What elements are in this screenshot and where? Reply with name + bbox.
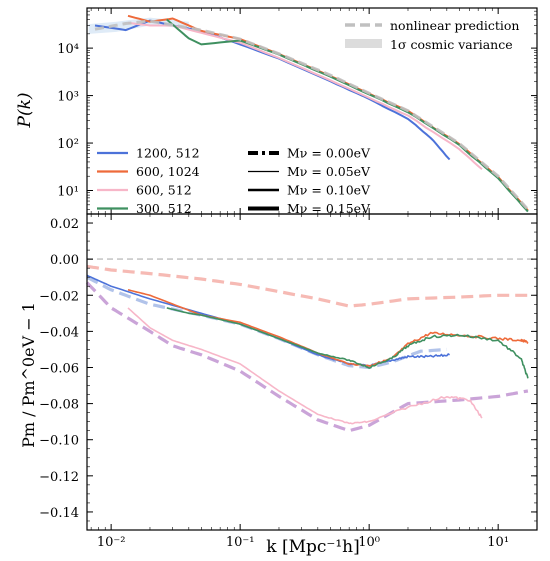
bottom-plot-frame bbox=[86, 213, 538, 531]
legend-mnu-label-0: Mν = 0.00eV bbox=[287, 146, 371, 161]
bottom-panel-axes: 10⁻² 10⁻¹ 10⁰ 10¹ 0.02 0.00 −0.02 −0.04 −0.06 −0.… bbox=[39, 8, 538, 550]
x-tick-label-0: 10⁻² bbox=[97, 535, 126, 550]
bottom-y-tick-label-7: −0.12 bbox=[39, 470, 79, 485]
bottom-y-tick-label-3: −0.04 bbox=[39, 325, 79, 340]
legend-sim-label-1: 600, 1024 bbox=[136, 164, 200, 179]
x-tick-label-1: 10⁻¹ bbox=[226, 535, 255, 550]
legend-style-handle-1 bbox=[345, 39, 382, 48]
top-series-line-0 bbox=[94, 19, 451, 161]
top-y-axis-label: P(k) bbox=[15, 92, 35, 128]
bottom-y-axis-label: Pm / Pm^0eV − 1 bbox=[19, 302, 38, 448]
top-series-line-2 bbox=[127, 21, 483, 171]
bottom-y-tick-label-5: −0.08 bbox=[39, 398, 79, 413]
legend-sim-label-3: 300, 512 bbox=[136, 201, 192, 216]
x-tick-label-2: 10⁰ bbox=[358, 535, 380, 550]
top-panel-axes: 10¹ 10² 10³ 10⁴ bbox=[57, 7, 538, 530]
bottom-y-tick-label-2: −0.02 bbox=[39, 289, 79, 304]
legend-style-label-0: nonlinear prediction bbox=[390, 18, 519, 33]
legend-style-label-1: 1σ cosmic variance bbox=[390, 37, 513, 52]
top-y-tick-label-0: 10¹ bbox=[57, 185, 79, 200]
legends: nonlinear prediction 1σ cosmic variance 12… bbox=[97, 18, 519, 216]
top-panel-marks bbox=[88, 14, 530, 213]
top-y-tick-label-1: 10² bbox=[57, 137, 79, 152]
legend-mnu-label-2: Mν = 0.10eV bbox=[287, 183, 371, 198]
bottom-series-line-6 bbox=[127, 307, 483, 425]
legend-sim-label-0: 1200, 512 bbox=[136, 146, 200, 161]
bottom-y-tick-label-1: 0.00 bbox=[50, 253, 79, 268]
x-axis-label: k [Mpc⁻¹h] bbox=[266, 537, 360, 557]
bottom-series-line-7 bbox=[166, 307, 529, 379]
top-series-line-4 bbox=[94, 19, 530, 211]
bottom-panel-marks bbox=[85, 258, 537, 433]
bottom-series-line-4 bbox=[86, 274, 450, 367]
bottom-y-tick-label-4: −0.06 bbox=[39, 361, 79, 376]
bottom-y-tick-label-8: −0.14 bbox=[39, 506, 79, 521]
bottom-y-tick-label-0: 0.02 bbox=[50, 217, 79, 232]
top-y-tick-label-3: 10⁴ bbox=[57, 42, 79, 57]
top-y-tick-label-2: 10³ bbox=[57, 90, 79, 105]
bottom-series-line-1 bbox=[86, 264, 528, 308]
x-tick-label-3: 10¹ bbox=[487, 535, 509, 550]
bottom-y-tick-label-6: −0.10 bbox=[39, 434, 79, 449]
legend-sim-label-2: 600, 512 bbox=[136, 183, 192, 198]
legend-mnu-label-1: Mν = 0.05eV bbox=[287, 164, 371, 179]
legend-mnu-label-3: Mν = 0.15eV bbox=[287, 201, 371, 216]
